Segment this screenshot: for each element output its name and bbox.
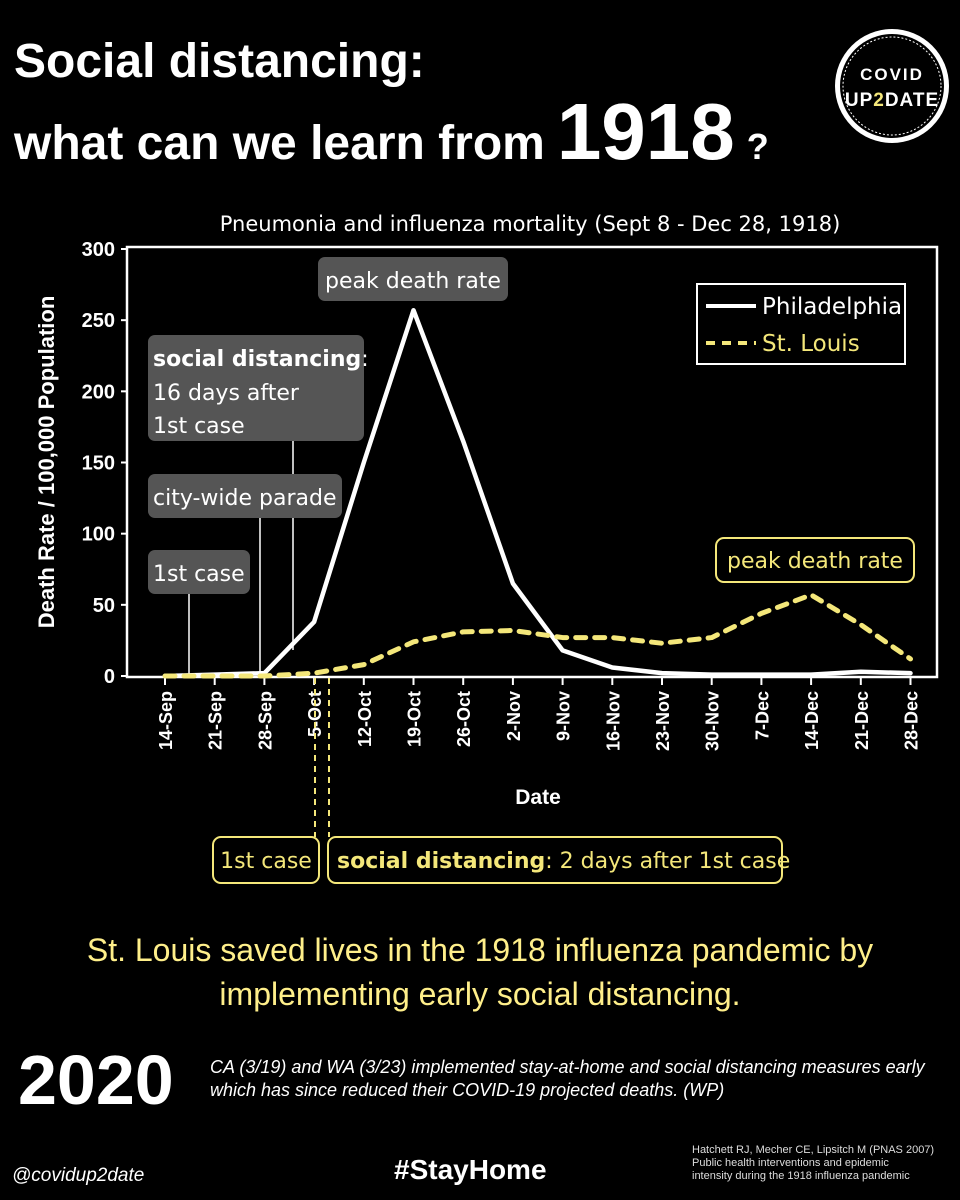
y-tick-label: 0: [104, 666, 115, 688]
social-handle: @covidup2date: [12, 1165, 145, 1186]
philly-parade-callout: [148, 474, 342, 518]
legend-stlouis: St. Louis: [762, 331, 860, 357]
citation-line2: Public health interventions and epidemic: [692, 1157, 889, 1169]
svg-text:social distancing: 2 days afte: social distancing: 2 days after 1st case: [337, 849, 790, 874]
philly-sd-colon: :: [361, 347, 368, 372]
page-title-line1: Social distancing:: [14, 35, 425, 88]
logo-up: UP: [845, 90, 873, 111]
y-tick-label: 150: [82, 453, 115, 475]
x-tick-label: 30-Nov: [703, 691, 723, 751]
conclusion-text: St. Louis saved lives in the 1918 influe…: [86, 932, 874, 1012]
logo-2: 2: [873, 90, 885, 111]
philly-peak-callout: [318, 257, 508, 301]
x-tick-label: 16-Nov: [603, 691, 623, 751]
philly-first-callout: [148, 550, 250, 594]
philly-sd-bold: social distancing: [153, 347, 361, 372]
series-line-philadelphia: [162, 307, 913, 679]
title-question-mark: ?: [746, 126, 769, 167]
svg-text:UP2DATE: UP2DATE: [845, 90, 939, 111]
x-tick-label: 23-Nov: [653, 691, 673, 751]
citation: Hatchett RJ, Mecher CE, Lipsitch M (PNAS…: [692, 1144, 958, 1183]
hashtag: #StayHome: [394, 1154, 547, 1185]
y-tick-label: 250: [82, 310, 115, 332]
stl-sd-bold: social distancing: [337, 849, 545, 874]
title-question-text: what can we learn from: [14, 117, 545, 170]
philly-first-label: 1st case: [153, 562, 245, 587]
citation-line3: intensity during the 1918 influenza pand…: [692, 1170, 910, 1182]
x-tick-label: 26-Oct: [454, 691, 474, 747]
legend-box: [696, 283, 906, 365]
y-tick-label: 100: [82, 524, 115, 546]
x-tick-label: 21-Sep: [206, 691, 226, 750]
philly-parade-label: city-wide parade: [153, 486, 336, 511]
x-tick-label: 28-Dec: [902, 691, 922, 750]
x-tick-label: 9-Nov: [554, 691, 574, 741]
mortality-chart: Pneumonia and influenza mortality (Sept …: [34, 212, 939, 884]
x-tick-label: 12-Oct: [355, 691, 375, 747]
stl-peak-label: peak death rate: [727, 549, 903, 574]
svg-text:social distancing:: social distancing:: [153, 347, 369, 372]
2020-note: CA (3/19) and WA (3/23) implemented stay…: [210, 1057, 925, 1100]
stl-peak-callout: [715, 537, 915, 583]
x-tick-label: 7-Dec: [752, 691, 772, 740]
page-title-line2: what can we learn from 1918 ?: [14, 87, 769, 176]
y-tick-label: 200: [82, 381, 115, 403]
logo-date: DATE: [885, 90, 939, 111]
stl-sd-callout: [327, 836, 783, 884]
x-tick-label: 14-Sep: [156, 691, 176, 750]
philly-sd-line2: 16 days after: [153, 381, 300, 406]
x-tick-label: 14-Dec: [802, 691, 822, 750]
title-year: 1918: [556, 87, 735, 176]
chart-title: Pneumonia and influenza mortality (Sept …: [220, 212, 841, 236]
logo-line1: COVID: [860, 65, 924, 84]
y-tick-label: 50: [93, 595, 115, 617]
x-tick-label: 19-Oct: [405, 691, 425, 747]
x-tick-label: 2-Nov: [504, 691, 524, 741]
x-tick-label: 21-Dec: [852, 691, 872, 750]
y-axis-label: Death Rate / 100,000 Population: [34, 296, 59, 629]
stl-sd-rest: : 2 days after 1st case: [545, 849, 790, 874]
x-tick-label: 28-Sep: [255, 691, 275, 750]
philly-sd-callout: [148, 335, 364, 441]
year-2020: 2020: [18, 1041, 174, 1119]
covid-up2date-logo: COVID UP2DATE: [835, 29, 949, 143]
legend-philadelphia: Philadelphia: [762, 294, 902, 320]
y-tick-label: 300: [82, 239, 115, 261]
philly-peak-label: peak death rate: [325, 269, 501, 294]
citation-line1: Hatchett RJ, Mecher CE, Lipsitch M (PNAS…: [692, 1144, 935, 1156]
stl-first-label: 1st case: [220, 849, 312, 874]
series-line-st-louis: [162, 592, 913, 679]
x-axis-label: Date: [515, 786, 561, 809]
stl-first-callout: [212, 836, 320, 884]
philly-sd-line3: 1st case: [153, 414, 245, 439]
